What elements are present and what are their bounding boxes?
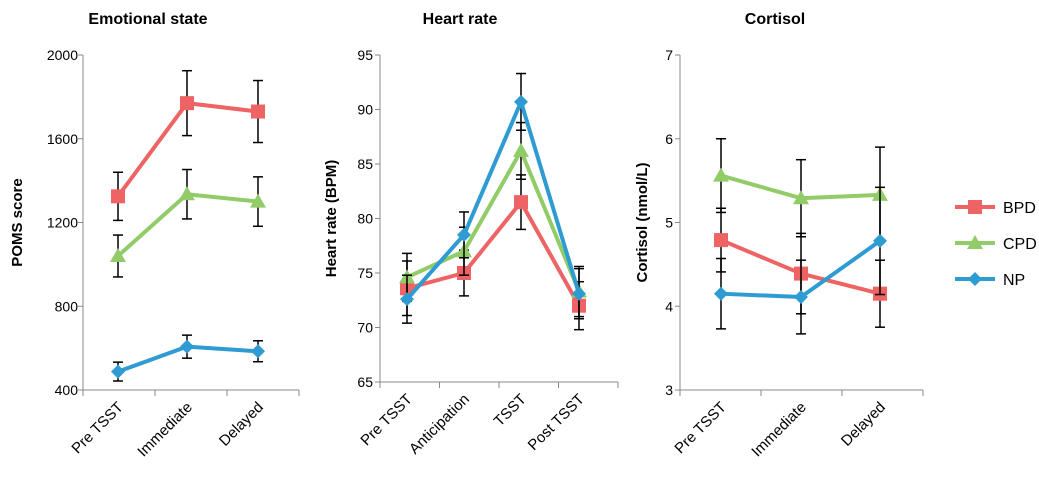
data-point — [250, 193, 266, 208]
x-tick-label: Pre TSST — [357, 391, 415, 449]
legend-item-bpd: BPD — [955, 200, 1036, 217]
data-point — [110, 248, 126, 262]
legend-item-cpd: CPD — [955, 235, 1037, 253]
y-axis-label: POMS score — [9, 178, 26, 266]
y-tick-label: 1600 — [47, 131, 78, 147]
y-tick-label: 95 — [357, 47, 373, 63]
legend-marker — [968, 272, 982, 286]
legend-item-np: NP — [955, 272, 1025, 289]
y-tick-label: 3 — [665, 382, 673, 398]
legend-label: NP — [1003, 272, 1025, 289]
chart-title: Heart rate — [423, 11, 498, 28]
series-bpd — [111, 69, 265, 222]
data-point — [794, 290, 808, 305]
y-axis-label: Cortisol (nmol/L) — [634, 163, 651, 283]
legend: BPD CPD NP — [955, 200, 1037, 289]
data-point — [793, 190, 809, 205]
y-tick-label: 85 — [357, 156, 373, 172]
chart-title: Cortisol — [745, 11, 805, 28]
data-point — [714, 286, 728, 301]
chart-panel-3: Cortisol Cortisol (nmol/L) 3 4 5 6 7 Pre TSST Im… — [634, 11, 924, 461]
x-tick-label: TSST — [491, 391, 530, 430]
y-tick-label: 90 — [357, 102, 373, 118]
series-cpd — [110, 168, 266, 278]
data-point — [714, 233, 728, 248]
data-point — [873, 233, 887, 248]
y-tick-label: 6 — [665, 131, 673, 147]
chart-title: Emotional state — [88, 11, 207, 28]
x-tick-label: Immediate — [748, 399, 810, 461]
x-tick-label: Pre TSST — [68, 399, 126, 457]
data-point — [179, 186, 195, 201]
x-tick-label: Anticipation — [406, 391, 473, 458]
legend-label: BPD — [1003, 200, 1036, 217]
series-np — [111, 334, 265, 382]
x-tick-label: Delayed — [216, 399, 267, 450]
y-tick-label: 400 — [55, 382, 79, 398]
y-tick-label: 7 — [665, 47, 673, 63]
y-tick-label: 75 — [357, 265, 373, 281]
series-line — [406, 200, 581, 307]
data-point — [513, 142, 529, 157]
data-point — [400, 292, 414, 307]
data-point — [572, 286, 586, 301]
data-point — [111, 364, 125, 379]
y-tick-label: 80 — [357, 211, 373, 227]
y-tick-label: 65 — [357, 374, 373, 390]
data-point — [713, 167, 729, 182]
x-tick-label: Delayed — [838, 399, 889, 450]
data-point — [111, 189, 125, 204]
y-tick-label: 1200 — [47, 215, 78, 231]
chart-panel-1: Emotional state POMS score 400 800 1200 1600 2… — [9, 11, 300, 461]
data-point — [251, 104, 265, 119]
y-tick-label: 4 — [665, 298, 673, 314]
series-cpd — [399, 121, 587, 318]
data-point — [514, 195, 528, 210]
y-tick-label: 5 — [665, 215, 673, 231]
series-np — [714, 186, 887, 335]
x-tick-label: Post TSST — [525, 391, 588, 454]
series-cpd — [713, 138, 888, 244]
legend-marker — [968, 200, 982, 214]
series-line — [405, 99, 581, 301]
series-line — [116, 101, 259, 198]
y-tick-label: 70 — [357, 320, 373, 336]
series-line — [116, 192, 259, 258]
legend-label: CPD — [1003, 236, 1037, 253]
data-point — [457, 227, 471, 242]
y-tick-label: 800 — [55, 298, 79, 314]
y-tick-label: 2000 — [47, 47, 78, 63]
x-tick-label: Pre TSST — [671, 399, 729, 457]
y-axis-label: Heart rate (BPM) — [323, 160, 340, 278]
x-tick-label: Immediate — [134, 399, 196, 461]
data-point — [251, 344, 265, 359]
chart-panel-2: Heart rate Heart rate (BPM) 65 70 75 80 85 90 95… — [323, 11, 619, 458]
data-point — [514, 94, 528, 109]
data-point — [180, 339, 194, 354]
legend-marker — [967, 235, 983, 249]
data-point — [180, 96, 194, 111]
series-np — [400, 72, 586, 324]
